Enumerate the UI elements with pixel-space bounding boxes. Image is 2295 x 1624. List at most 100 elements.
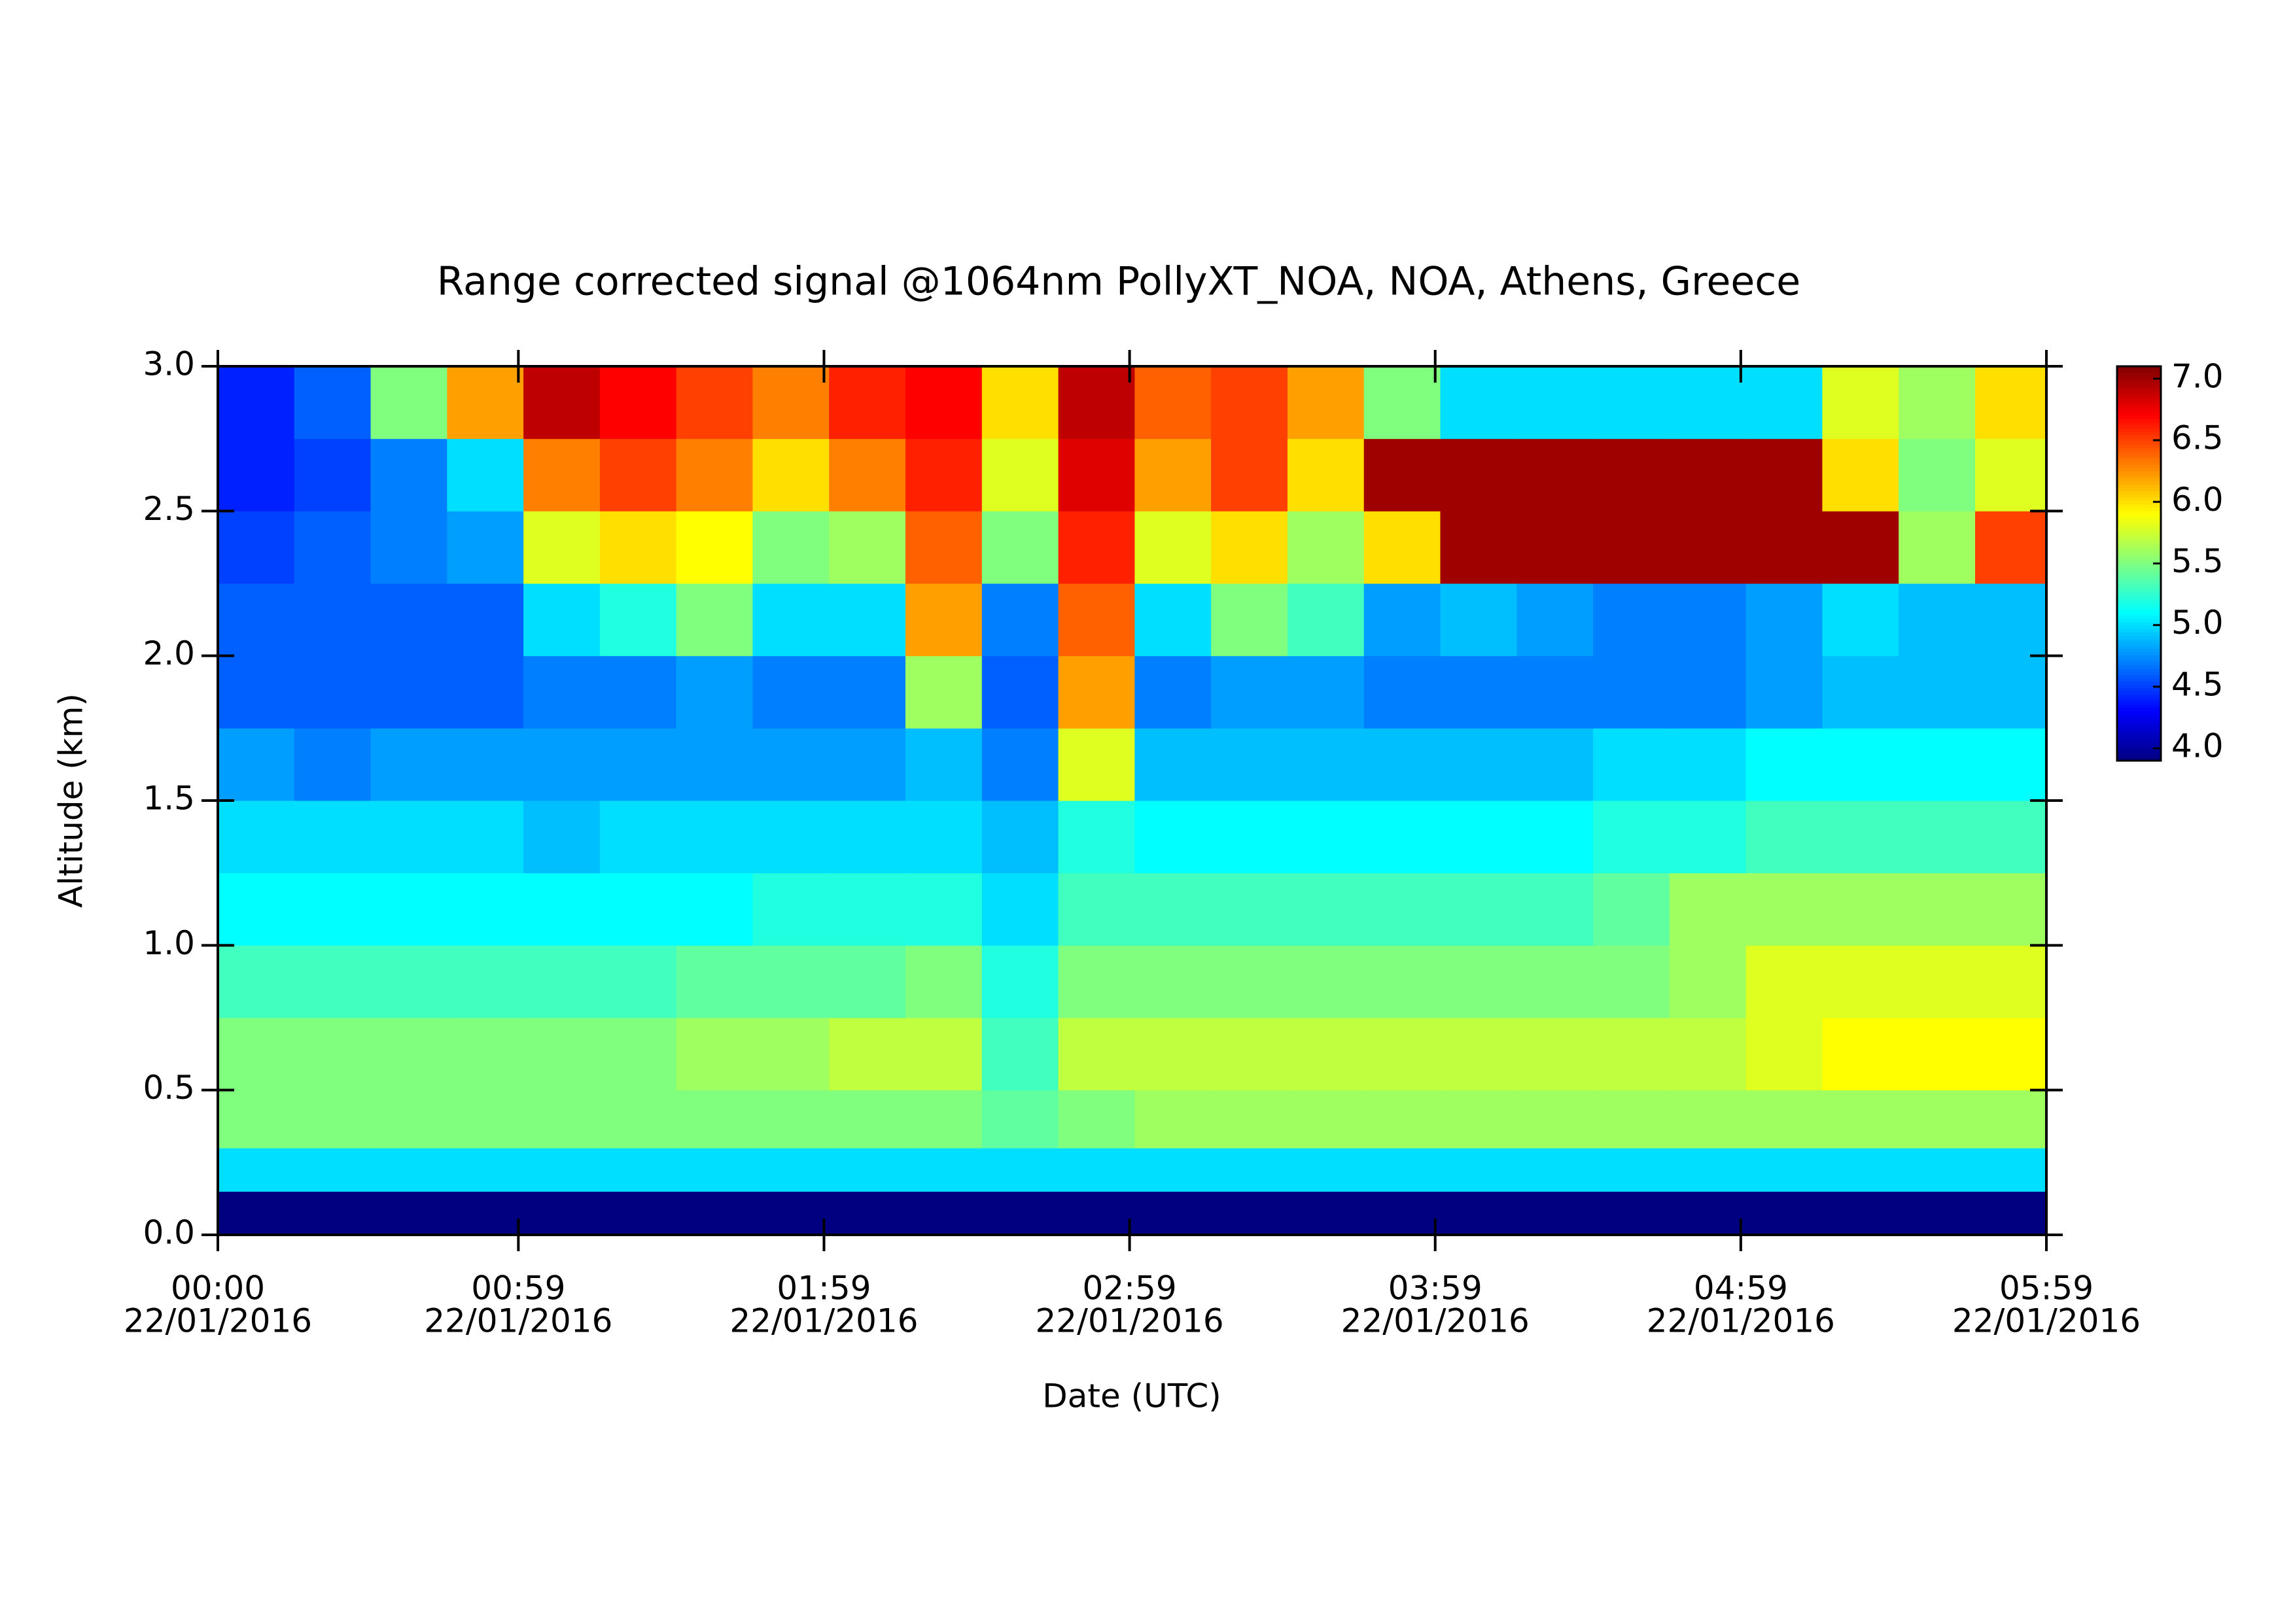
x-tick-label: 05:59 [1999, 1270, 2094, 1307]
heatmap-cell [370, 655, 447, 729]
heatmap-cell [1593, 872, 1670, 946]
colorbar-segment [2117, 448, 2161, 453]
heatmap-cell [1593, 583, 1670, 657]
heatmap-cell [1822, 1191, 1899, 1235]
colorbar-segment [2117, 698, 2161, 702]
heatmap-cell [1669, 1018, 1747, 1091]
heatmap-cell [1745, 872, 1823, 946]
colorbar-segment [2117, 662, 2161, 666]
colorbar-segment [2117, 435, 2161, 440]
heatmap-cell [1440, 872, 1517, 946]
x-tick-date: 22/01/2016 [1952, 1302, 2141, 1340]
heatmap-cell [1287, 728, 1365, 801]
heatmap-cell [752, 1148, 830, 1192]
colorbar-segment [2117, 560, 2161, 564]
heatmap-cell [1975, 1191, 2047, 1235]
heatmap-cell [447, 511, 524, 584]
heatmap-cell [1975, 511, 2047, 584]
colorbar-tick-label: 5.5 [2171, 542, 2224, 580]
heatmap-cell [1593, 366, 1670, 440]
heatmap-cell [1134, 1191, 1212, 1235]
x-tick-label: 00:00 [171, 1270, 265, 1307]
heatmap-cell [1287, 438, 1365, 511]
heatmap-cell [1134, 945, 1212, 1018]
colorbar-segment [2117, 537, 2161, 541]
heatmap-cell [447, 366, 524, 440]
heatmap-cell [1058, 801, 1135, 874]
heatmap-cell [1899, 583, 1976, 657]
heatmap-cell [599, 655, 677, 729]
heatmap-cell [1287, 872, 1365, 946]
colorbar-segment [2117, 481, 2161, 485]
heatmap-cell [294, 511, 372, 584]
heatmap-cell [1440, 1090, 1517, 1149]
heatmap-cell [1669, 1090, 1747, 1149]
colorbar-segment [2117, 615, 2161, 620]
x-tick-date: 22/01/2016 [124, 1302, 312, 1340]
heatmap-cell [1287, 1090, 1365, 1149]
heatmap-cell [1134, 583, 1212, 657]
heatmap-cell [829, 1191, 906, 1235]
heatmap-cell [1975, 1148, 2047, 1192]
colorbar-segment [2117, 547, 2161, 551]
heatmap-cell [1287, 945, 1365, 1018]
colorbar-segment [2117, 753, 2161, 758]
heatmap-cell [981, 1090, 1059, 1149]
heatmap-cell [1058, 1090, 1135, 1149]
colorbar-segment [2117, 629, 2161, 633]
heatmap-cell [1211, 945, 1288, 1018]
heatmap-cell [1134, 511, 1212, 584]
heatmap-cell [1745, 583, 1823, 657]
colorbar-segment [2117, 477, 2161, 482]
colorbar-segment [2117, 563, 2161, 568]
colorbar-segment [2117, 665, 2161, 669]
heatmap-cell [1516, 366, 1594, 440]
heatmap-cell [1363, 511, 1441, 584]
colorbar-segment [2117, 550, 2161, 555]
heatmap-cell [370, 1148, 447, 1192]
heatmap-cell [1593, 1018, 1670, 1091]
heatmap-cell [1363, 801, 1441, 874]
colorbar-segment [2117, 406, 2161, 409]
colorbar-segment [2117, 649, 2161, 653]
heatmap-cell [370, 872, 447, 946]
x-axis-title: Date (UTC) [1042, 1377, 1221, 1415]
colorbar-segment [2117, 484, 2161, 489]
heatmap-cell [1134, 728, 1212, 801]
colorbar-segment [2117, 659, 2161, 663]
heatmap-cell [447, 583, 524, 657]
heatmap-cell [1593, 801, 1670, 874]
heatmap-cell [218, 1148, 295, 1192]
colorbar-segment [2117, 383, 2161, 387]
heatmap-cell [1593, 438, 1670, 511]
heatmap-cell [1211, 1191, 1288, 1235]
heatmap-cell [1745, 945, 1823, 1018]
heatmap-cell [1593, 1090, 1670, 1149]
heatmap-cell [218, 872, 295, 946]
colorbar-segment [2117, 717, 2161, 722]
colorbar-segment [2117, 557, 2161, 561]
heatmap-cell [905, 583, 983, 657]
heatmap-cell [294, 945, 372, 1018]
colorbar-segment [2117, 740, 2161, 745]
colorbar-tick-label: 4.0 [2171, 727, 2224, 765]
colorbar-segment [2117, 438, 2161, 443]
heatmap-cell [752, 728, 830, 801]
colorbar-segment [2117, 639, 2161, 643]
heatmap-cell [1134, 1148, 1212, 1192]
heatmap-cell [1440, 1191, 1517, 1235]
heatmap-cell [1745, 438, 1823, 511]
heatmap-cell [1745, 1191, 1823, 1235]
heatmap-cell [1440, 655, 1517, 729]
colorbar-segment [2117, 468, 2161, 472]
heatmap-cell [981, 1191, 1059, 1235]
y-tick-label: 0.0 [143, 1214, 195, 1252]
colorbar-segment [2117, 441, 2161, 446]
heatmap-cell [1516, 438, 1594, 511]
heatmap-cell [1440, 801, 1517, 874]
heatmap-cell [523, 1018, 601, 1091]
heatmap-cell [981, 511, 1059, 584]
colorbar-segment [2117, 508, 2161, 511]
colorbar-segment [2117, 737, 2161, 742]
colorbar-segment [2117, 596, 2161, 600]
